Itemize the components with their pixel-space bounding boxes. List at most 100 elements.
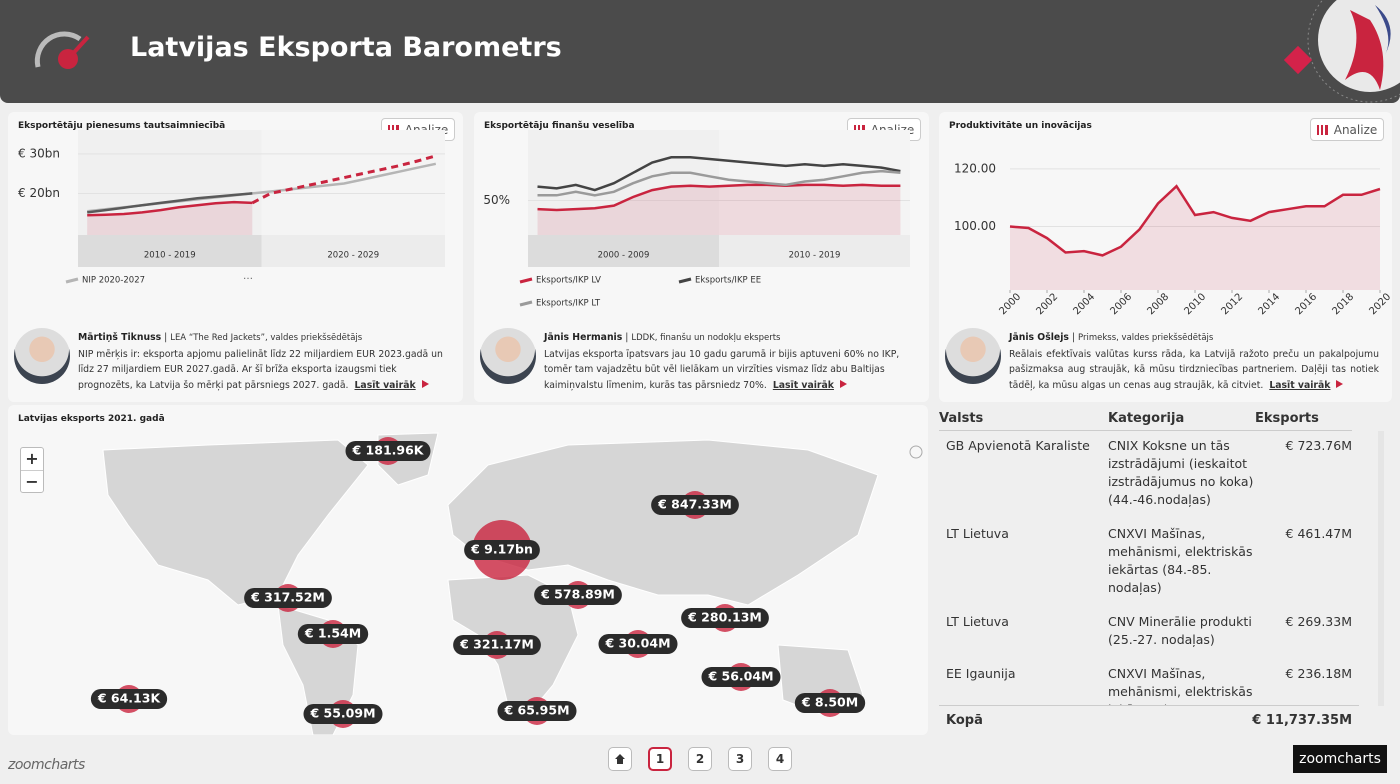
gauge-needle bbox=[66, 35, 90, 61]
series-line bbox=[251, 154, 437, 205]
bubble-label: € 8.50M bbox=[794, 693, 866, 713]
x-tick-label: 2012 bbox=[1219, 291, 1245, 317]
panel-title: Eksportētāju pienesums tautsaimniecībā bbox=[18, 121, 226, 131]
x-tick-label: 2004 bbox=[1071, 291, 1097, 317]
table-cell: € 461.47M bbox=[1285, 526, 1352, 541]
page-title: Latvijas Eksporta Barometrs bbox=[130, 32, 562, 63]
label-pill bbox=[345, 441, 431, 461]
legend-label: Eksports/IKP EE bbox=[695, 276, 761, 286]
label-pill bbox=[297, 624, 369, 644]
series-line bbox=[87, 192, 253, 214]
button-label: Analize bbox=[1333, 122, 1378, 137]
label-pill bbox=[303, 704, 383, 724]
x-tick-label: 2008 bbox=[1145, 291, 1171, 317]
brand-logo[interactable]: zoomcharts bbox=[1293, 745, 1387, 773]
band-axis bbox=[719, 235, 910, 267]
legend-label: NIP 2020-2027 bbox=[82, 276, 145, 286]
deco-shape bbox=[1345, 10, 1384, 90]
table-cell: LT Lietuva bbox=[946, 526, 1009, 541]
x-tick-label: 2002 bbox=[1034, 291, 1060, 317]
band-label: 2010 - 2019 bbox=[144, 251, 196, 261]
label-pill bbox=[794, 693, 866, 713]
page-button[interactable]: 3 bbox=[728, 747, 752, 771]
x-tick-label: 2000 bbox=[997, 291, 1023, 317]
read-more[interactable]: Lasīt vairāk bbox=[1269, 379, 1331, 391]
series-line bbox=[537, 183, 901, 212]
quote-body: Reālais efektīvais valūtas kurss rāda, k… bbox=[1009, 348, 1379, 391]
panel-title: Eksportētāju finanšu veselība bbox=[484, 121, 635, 131]
quote-name: Mārtiņš Tiknuss bbox=[78, 332, 162, 343]
header: Latvijas Eksporta Barometrs bbox=[0, 0, 1400, 103]
page-button[interactable]: 2 bbox=[688, 747, 712, 771]
table-row: GB Apvienotā Karaliste CNIX Koksne un tās… bbox=[939, 431, 1352, 520]
chart: 2010 - 2019 2020 - 2029 € 20bn € 30bn NIP 20… bbox=[18, 130, 445, 286]
read-more[interactable]: Lasīt vairāk bbox=[354, 379, 416, 391]
quote-name: Jānis Ošlejs bbox=[1009, 332, 1069, 343]
x-tick-label: 2016 bbox=[1293, 291, 1319, 317]
column-header[interactable]: Eksports bbox=[1255, 405, 1352, 431]
table-cell: € 269.33M bbox=[1285, 614, 1352, 629]
page-button[interactable]: 1 bbox=[648, 747, 672, 771]
table-panel: Valsts Kategorija Eksports GB Apvienotā … bbox=[939, 405, 1392, 735]
bubble-label: € 317.52M bbox=[244, 588, 332, 608]
header-graphic bbox=[1283, 0, 1400, 103]
x-tick-label: 2014 bbox=[1256, 291, 1282, 317]
series-line bbox=[537, 156, 901, 192]
label-pill bbox=[464, 540, 540, 560]
total-label: Kopā bbox=[946, 713, 983, 728]
bubble-label-text: € 8.50M bbox=[801, 695, 858, 710]
label-pill bbox=[90, 689, 168, 709]
bubble-label-text: € 181.96K bbox=[352, 443, 425, 458]
home-icon bbox=[615, 754, 625, 764]
y-tick-label: 100.00 bbox=[954, 219, 996, 233]
zoom-in[interactable]: + bbox=[21, 448, 43, 471]
bubble-label-text: € 30.04M bbox=[604, 636, 670, 651]
series-area bbox=[537, 184, 901, 235]
table-cell: CNXVI Mašīnas, mehānismi, elektriskās ie… bbox=[1108, 526, 1253, 595]
band-label: 2010 - 2019 bbox=[789, 251, 841, 261]
quote-role: LEA “The Red Jackets”, valdes priekšsēdē… bbox=[170, 333, 363, 343]
column-header[interactable]: Valsts bbox=[939, 405, 1108, 431]
table-cell: € 723.76M bbox=[1285, 438, 1352, 453]
scrollbar[interactable] bbox=[1378, 431, 1384, 706]
analize-button[interactable]: Analize bbox=[1310, 118, 1384, 141]
label-pill bbox=[244, 588, 332, 608]
legend-more: … bbox=[243, 271, 253, 282]
page-button[interactable]: 4 bbox=[768, 747, 792, 771]
y-tick-label: € 30bn bbox=[18, 146, 60, 160]
table-cell: CNV Minerālie produkti (25.-27. nodaļas) bbox=[1108, 614, 1252, 647]
bubble-label-text: € 1.54M bbox=[304, 626, 361, 641]
x-tick-label: 2010 bbox=[1182, 291, 1208, 317]
home-button[interactable] bbox=[608, 747, 632, 771]
info-icon[interactable] bbox=[909, 445, 923, 459]
bubble-label-text: € 847.33M bbox=[657, 497, 732, 512]
series-line bbox=[537, 169, 901, 197]
bubble-label: € 9.17bn bbox=[464, 540, 540, 560]
band-axis bbox=[528, 235, 719, 267]
bubble-label: € 64.13K bbox=[90, 689, 168, 709]
quote-text: Mārtiņš Tiknuss | LEA “The Red Jackets”,… bbox=[78, 332, 443, 391]
label-pill bbox=[701, 667, 781, 687]
zoom-out[interactable]: − bbox=[25, 472, 39, 491]
table-scroll: Valsts Kategorija Eksports GB Apvienotā … bbox=[939, 405, 1359, 705]
bubble-label: € 30.04M bbox=[598, 634, 678, 654]
series-area bbox=[1010, 186, 1380, 290]
band-background bbox=[78, 130, 262, 235]
label-pill bbox=[598, 634, 678, 654]
column-header[interactable]: Kategorija bbox=[1108, 405, 1255, 431]
band-axis bbox=[261, 235, 445, 267]
panel: Eksportētāju pienesums tautsaimniecībā A… bbox=[8, 112, 463, 402]
bubble-label-text: € 578.89M bbox=[540, 587, 615, 602]
y-tick-label: 120.00 bbox=[954, 161, 996, 175]
table-row: EE Igaunija CNXVI Mašīnas, mehānismi, ele… bbox=[939, 659, 1352, 705]
band-label: 2020 - 2029 bbox=[327, 251, 379, 261]
read-more[interactable]: Lasīt vairāk bbox=[772, 379, 834, 391]
zoom-control: + − bbox=[20, 447, 44, 493]
series-line bbox=[87, 200, 253, 217]
label-pill bbox=[651, 495, 739, 515]
legend-swatch bbox=[519, 300, 533, 307]
quote-role: LDDK, finanšu un nodokļu eksperts bbox=[631, 333, 781, 343]
bubble-label: € 65.95M bbox=[497, 701, 577, 721]
bubble-label: € 56.04M bbox=[701, 667, 781, 687]
